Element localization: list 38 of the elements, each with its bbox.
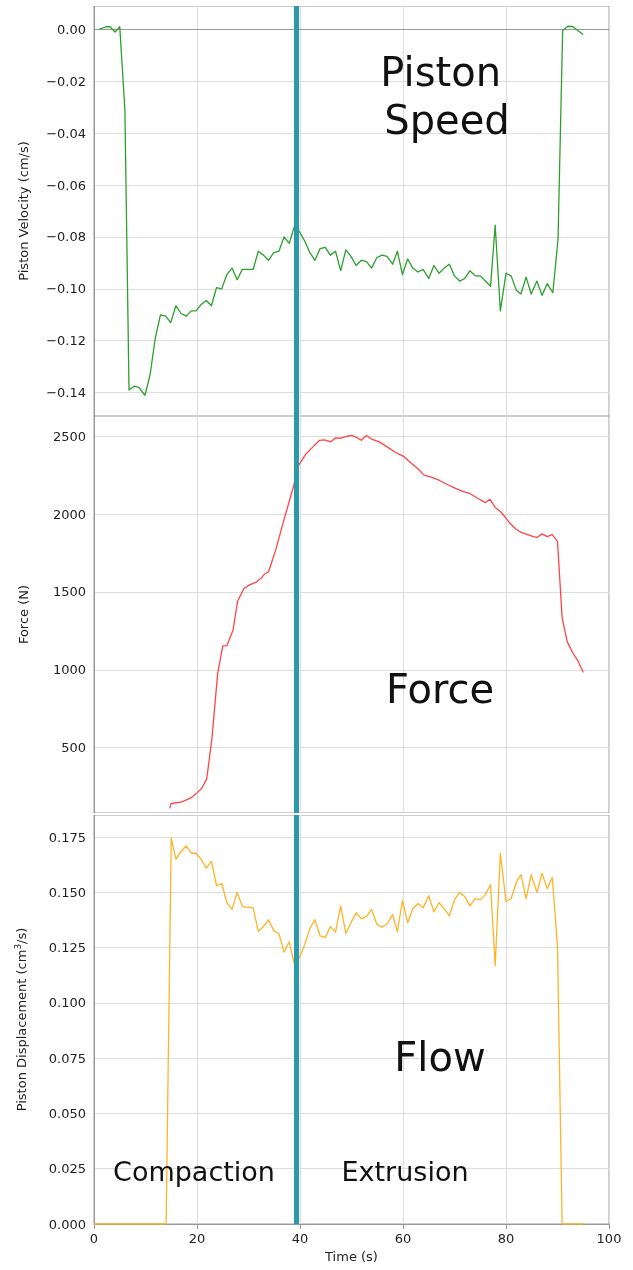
y-tick-label: 1500 [52,584,86,600]
annotation: Flow [394,1034,486,1080]
y-tick-label: −0.04 [46,125,86,141]
x-axis-title: Time (s) [324,1248,378,1264]
annotation: Piston Speed [380,49,514,143]
y-axis-title: Piston Velocity (cm/s) [16,141,31,281]
y-tick-label: 0.000 [48,1216,86,1232]
y-tick-label: 0.025 [48,1161,86,1177]
y-tick-label: −0.12 [46,333,86,349]
y-tick-label: 2500 [52,428,86,444]
y-tick-label: 500 [61,740,86,756]
y-tick-label: −0.10 [46,281,86,297]
y-axis-title: Piston Displacement (cm3/s) [12,927,29,1112]
x-tick-label: 0 [89,1231,99,1246]
x-tick-label: 60 [394,1231,412,1246]
line-series [169,434,584,809]
x-tick-label: 20 [188,1231,206,1246]
y-tick-label: 0.150 [48,884,86,900]
x-tick-label: 80 [497,1231,515,1246]
y-tick-label: 0.050 [48,1105,86,1121]
y-tick-label: −0.06 [46,177,86,193]
line-series [98,25,584,396]
y-tick-label: 0.075 [48,1050,86,1066]
y-tick-label: −0.08 [46,229,86,245]
y-tick-label: 0.00 [57,21,86,37]
y-tick-label: 0.125 [48,940,86,956]
annotation: Force [385,666,495,712]
y-tick-label: 2000 [52,506,86,522]
y-axis-title: Force (N) [16,584,31,645]
annotation: Extrusion [341,1155,469,1187]
y-tick-label: −0.02 [46,73,86,89]
x-tick-label: 100 [596,1231,622,1246]
y-tick-label: 0.100 [48,995,86,1011]
x-tick-label: 40 [291,1231,309,1246]
y-tick-label: −0.14 [46,385,86,401]
y-tick-label: 0.175 [48,829,86,845]
y-tick-label: 1000 [52,662,86,678]
line-series [93,837,584,1225]
